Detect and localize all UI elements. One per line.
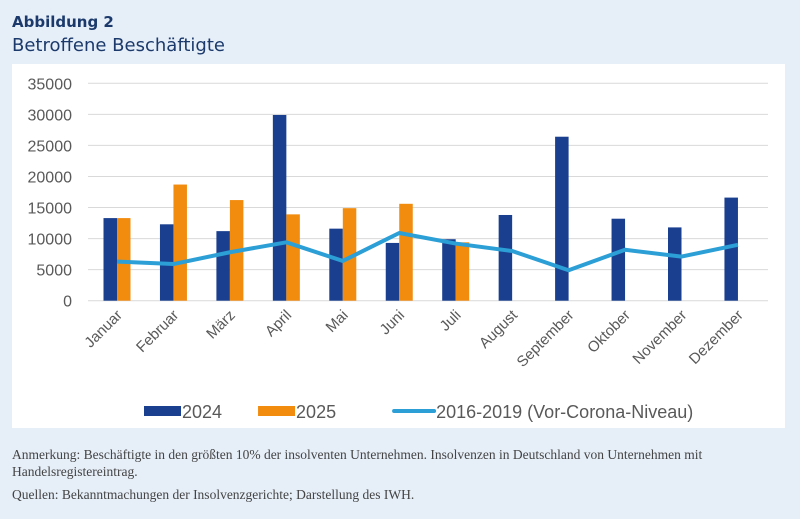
y-tick-label: 15000 (28, 201, 73, 218)
x-tick-label: Mai (323, 307, 352, 336)
bar-2024-November (668, 227, 682, 301)
x-tick-label: April (262, 307, 295, 340)
bar-2024-April (272, 114, 287, 301)
legend-swatch-2025 (258, 406, 296, 416)
y-tick-label: 0 (63, 294, 72, 311)
bar-2025-Februar (173, 184, 187, 301)
bar-2025-Mai (342, 208, 357, 301)
x-tick-label: Dezember (686, 307, 747, 368)
figure-label: Abbildung 2 (12, 13, 114, 31)
x-tick-label: März (203, 307, 239, 343)
bar-2025-April (286, 214, 300, 301)
y-tick-label: 10000 (28, 232, 73, 249)
y-tick-label: 30000 (28, 107, 73, 124)
x-tick-label: November (629, 307, 690, 368)
x-tick-label: Juli (437, 307, 465, 335)
line-series (116, 230, 739, 273)
bar-2024-Juni (385, 242, 400, 301)
bar-2024-August (498, 214, 513, 301)
x-tick-label: Januar (81, 307, 125, 351)
bar-2024-September (555, 136, 569, 301)
legend-label: 2024 (182, 402, 222, 422)
bar-2024-Mai (329, 228, 343, 301)
y-tick-label: 5000 (36, 263, 72, 280)
x-tick-label: August (476, 306, 522, 352)
bar-2025-Juni (399, 203, 413, 301)
x-tick-label: September (514, 307, 578, 371)
bar-2024-Oktober (611, 218, 626, 301)
bar-2024-Dezember (724, 197, 738, 301)
legend-label: 2016-2019 (Vor-Corona-Niveau) (436, 402, 693, 422)
bar-2024-März (216, 231, 230, 301)
x-tick-label: Juni (377, 307, 408, 338)
legend-label: 2025 (296, 402, 336, 422)
x-tick-label: Oktober (584, 307, 634, 357)
footnote: Anmerkung: Beschäftigte in den größten 1… (12, 447, 703, 479)
bar-2025-Januar (117, 218, 131, 301)
bar-2024-Januar (103, 218, 117, 301)
chart-title: Betroffene Beschäftigte (12, 35, 225, 56)
sources: Quellen: Bekanntmachungen der Insolvenzg… (12, 487, 415, 502)
y-tick-label: 35000 (28, 76, 73, 93)
y-tick-label: 20000 (28, 169, 73, 186)
y-tick-label: 25000 (28, 138, 73, 155)
bar-2024-Juli (442, 239, 456, 301)
bar-2025-Juli (455, 242, 470, 301)
legend-swatch-2024 (144, 406, 181, 416)
x-tick-label: Februar (133, 307, 182, 356)
